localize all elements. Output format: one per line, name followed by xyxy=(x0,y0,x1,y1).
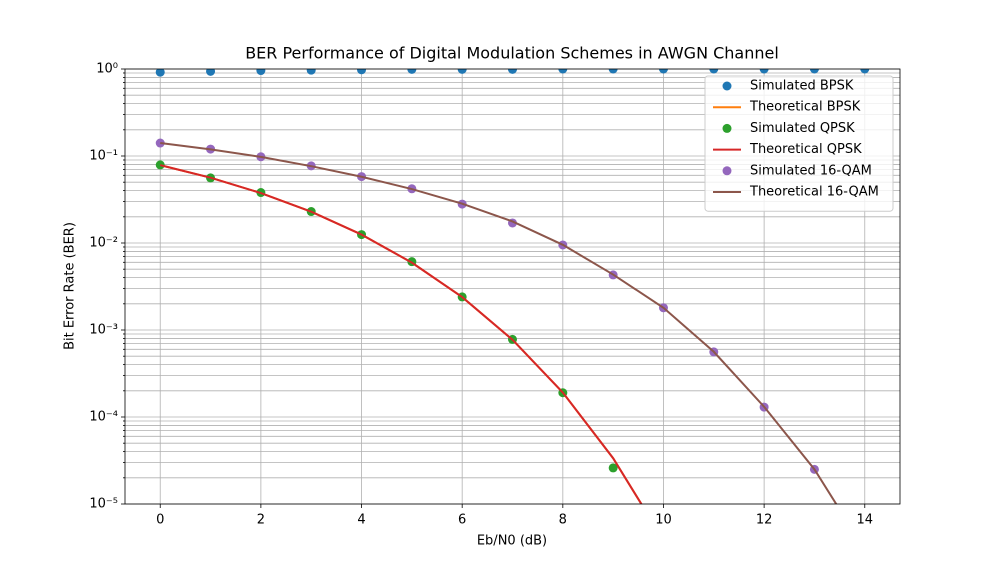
legend-label: Theoretical QPSK xyxy=(749,142,862,157)
legend-label: Theoretical BPSK xyxy=(749,100,861,115)
data-point xyxy=(457,69,467,74)
data-point xyxy=(709,69,719,74)
legend-label: Simulated 16-QAM xyxy=(750,163,872,178)
y-tick-label: 10⁻² xyxy=(89,236,118,251)
data-point xyxy=(759,69,769,74)
x-tick-label: 8 xyxy=(559,513,567,528)
y-tick-label: 10⁻³ xyxy=(89,323,118,338)
legend-swatch xyxy=(722,166,732,176)
legend-swatch xyxy=(722,123,732,133)
legend-swatch xyxy=(722,81,732,91)
y-axis-label: Bit Error Rate (BER) xyxy=(63,222,78,350)
series-line xyxy=(159,164,643,504)
data-point xyxy=(809,69,819,74)
data-point xyxy=(256,69,266,76)
data-point xyxy=(558,69,568,74)
x-tick-label: 6 xyxy=(458,513,466,528)
plot-area xyxy=(155,69,870,504)
x-tick-label: 12 xyxy=(756,513,773,528)
plot-frame xyxy=(124,68,901,505)
data-point xyxy=(155,69,165,77)
data-point xyxy=(407,69,417,74)
data-point xyxy=(860,69,870,74)
x-tick-label: 4 xyxy=(357,513,365,528)
chart-title: BER Performance of Digital Modulation Sc… xyxy=(245,44,779,63)
data-point xyxy=(155,160,165,170)
data-point xyxy=(306,69,316,75)
x-tick-label: 0 xyxy=(156,513,164,528)
legend-box xyxy=(704,75,894,212)
y-tick-label: 10⁰ xyxy=(96,62,118,77)
data-point xyxy=(206,69,216,76)
legend-label: Theoretical 16-QAM xyxy=(749,185,879,200)
x-axis-label: Eb/N0 (dB) xyxy=(477,534,547,549)
data-point xyxy=(508,69,517,74)
y-tick-label: 10⁻⁵ xyxy=(89,497,118,512)
data-point xyxy=(357,69,367,75)
data-point xyxy=(608,463,618,473)
x-tick-label: 2 xyxy=(257,513,265,528)
data-point xyxy=(658,69,668,74)
legend-label: Simulated QPSK xyxy=(750,121,855,136)
x-tick-label: 10 xyxy=(655,513,672,528)
legend-label: Simulated BPSK xyxy=(750,79,854,94)
legend: Simulated BPSK Theoretical BPSK Simulated … xyxy=(704,75,894,212)
y-tick-label: 10⁻¹ xyxy=(89,149,118,164)
x-tick-label: 14 xyxy=(856,513,873,528)
series-line xyxy=(160,142,838,504)
y-tick-label: 10⁻⁴ xyxy=(89,410,118,425)
data-point xyxy=(608,69,618,74)
